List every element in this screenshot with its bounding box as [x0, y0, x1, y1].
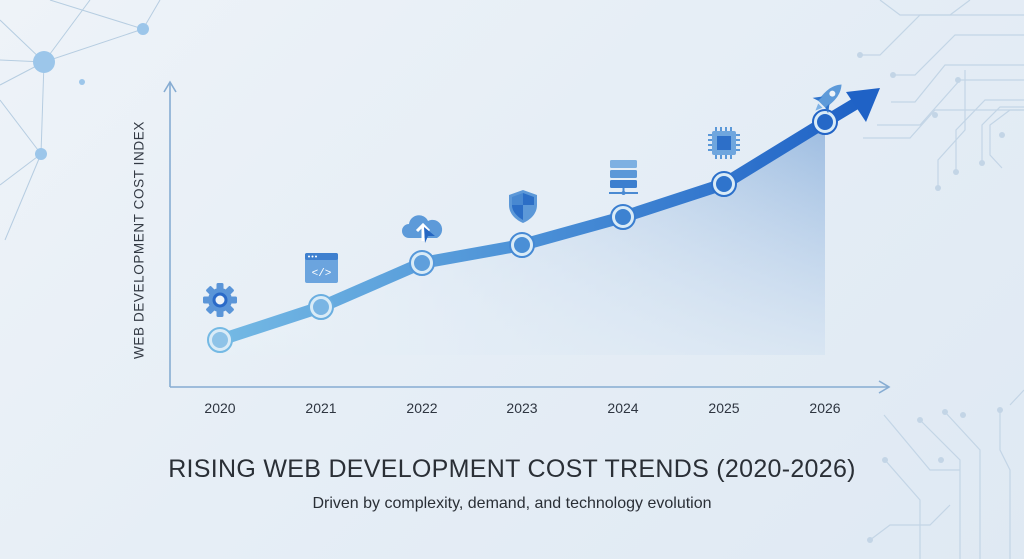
trend-line [214, 95, 866, 346]
shield-icon [509, 190, 537, 223]
circuit-decoration [860, 0, 1024, 559]
rocket-icon [812, 84, 842, 114]
gear-icon [203, 283, 237, 317]
x-tick-2020: 2020 [204, 400, 236, 416]
data-points [208, 110, 837, 352]
trend-arrowhead [846, 88, 880, 122]
x-tick-2023: 2023 [506, 400, 538, 416]
svg-text:</>: </> [312, 268, 332, 280]
x-tick-2025: 2025 [708, 400, 740, 416]
chart-subtitle: Driven by complexity, demand, and techno… [312, 495, 712, 512]
x-tick-2022: 2022 [406, 400, 438, 416]
y-axis-label: WEB DEVELOPMENT COST INDEX [131, 121, 147, 359]
cloud-upload-icon [402, 215, 443, 243]
x-tick-2024: 2024 [607, 400, 639, 416]
chip-icon [708, 127, 740, 159]
chart-title: RISING WEB DEVELOPMENT COST TRENDS (2020… [168, 455, 856, 483]
axes [163, 80, 891, 394]
x-tick-2021: 2021 [305, 400, 337, 416]
server-icon [609, 160, 638, 195]
code-window-icon: </> [305, 253, 338, 283]
x-tick-2026: 2026 [809, 400, 841, 416]
